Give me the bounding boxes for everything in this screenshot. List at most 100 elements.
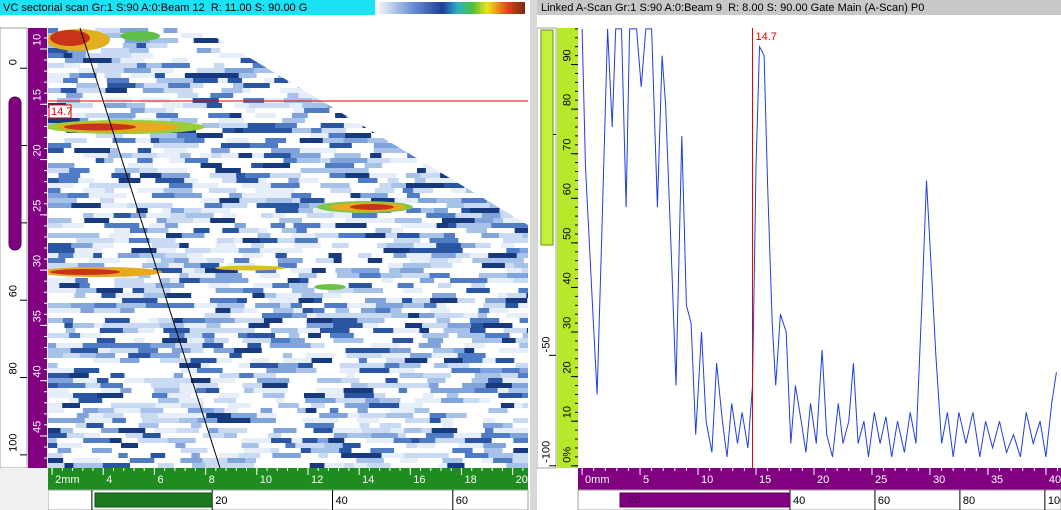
texture-cell (446, 378, 473, 384)
texture-cell (188, 53, 197, 59)
texture-cell (487, 228, 501, 234)
texture-cell (260, 248, 277, 254)
texture-cell (185, 443, 211, 449)
texture-cell (367, 223, 380, 229)
texture-cell (197, 368, 223, 374)
texture-cell (268, 158, 284, 164)
texture-cell (415, 318, 437, 324)
texture-cell (68, 193, 90, 199)
texture-cell (454, 408, 472, 414)
texture-cell (434, 278, 450, 284)
texture-cell (430, 308, 451, 314)
texture-cell (391, 228, 403, 234)
texture-cell (48, 323, 65, 329)
texture-cell (84, 218, 110, 224)
texture-cell (72, 308, 81, 314)
texture-cell (369, 218, 395, 224)
texture-cell (306, 163, 326, 169)
texture-cell (423, 448, 453, 454)
texture-cell (334, 353, 347, 359)
texture-cell (470, 208, 500, 214)
scroll-thumb[interactable] (541, 30, 553, 245)
texture-cell (487, 278, 514, 284)
scroll-thumb[interactable] (9, 97, 21, 250)
texture-cell (48, 293, 75, 299)
texture-cell (469, 363, 495, 369)
texture-cell (448, 323, 472, 329)
texture-cell (384, 293, 412, 299)
texture-cell (146, 43, 168, 49)
scroll-thumb[interactable] (95, 493, 212, 507)
texture-cell (447, 463, 465, 469)
texture-cell (257, 73, 279, 79)
splitter[interactable] (530, 0, 537, 510)
texture-cell (470, 253, 488, 259)
texture-cell (446, 413, 467, 419)
texture-cell (510, 333, 524, 339)
texture-cell (63, 353, 80, 359)
texture-cell (360, 368, 390, 374)
texture-cell (308, 333, 321, 339)
texture-cell (501, 243, 515, 249)
texture-cell (140, 413, 158, 419)
texture-cell (485, 283, 504, 289)
texture-cell (184, 208, 202, 214)
tick-label: 25 (31, 200, 43, 212)
texture-cell (48, 403, 63, 409)
texture-cell (471, 323, 484, 329)
texture-cell (80, 173, 89, 179)
texture-cell (131, 53, 153, 59)
texture-cell (336, 398, 366, 404)
texture-cell (433, 188, 452, 194)
texture-cell (143, 293, 166, 299)
texture-cell (203, 83, 233, 89)
texture-cell (158, 348, 172, 354)
texture-cell (306, 353, 335, 359)
texture-cell (201, 198, 220, 204)
texture-cell (295, 443, 325, 449)
texture-cell (88, 278, 115, 284)
texture-cell (161, 378, 192, 384)
texture-cell (244, 118, 265, 124)
texture-cell (409, 248, 435, 254)
texture-cell (401, 423, 432, 429)
texture-cell (73, 253, 84, 259)
texture-cell (431, 253, 456, 259)
texture-cell (429, 453, 450, 459)
texture-cell (220, 423, 248, 429)
texture-cell (467, 413, 485, 419)
texture-cell (48, 168, 70, 174)
texture-cell (123, 288, 133, 294)
texture-cell (230, 113, 242, 119)
texture-cell (174, 68, 197, 74)
texture-cell (107, 178, 120, 184)
texture-cell (67, 433, 85, 439)
texture-cell (182, 233, 205, 239)
texture-cell (205, 463, 230, 469)
texture-cell (104, 423, 114, 429)
texture-cell (178, 93, 199, 99)
texture-cell (142, 418, 153, 424)
texture-cell (63, 458, 73, 464)
texture-cell (123, 383, 151, 389)
texture-cell (196, 388, 206, 394)
texture-cell (48, 428, 61, 434)
scroll-thumb[interactable] (620, 493, 790, 507)
texture-cell (250, 363, 279, 369)
texture-cell (444, 328, 462, 334)
texture-cell (197, 48, 212, 54)
texture-cell (48, 153, 58, 159)
texture-cell (233, 83, 244, 89)
texture-cell (503, 283, 523, 289)
texture-cell (269, 358, 284, 364)
texture-cell (377, 213, 403, 219)
texture-cell (247, 203, 257, 209)
texture-cell (107, 83, 136, 89)
texture-cell (63, 318, 74, 324)
texture-cell (430, 298, 458, 304)
texture-cell (66, 93, 83, 99)
texture-cell (282, 318, 298, 324)
texture-cell (87, 138, 114, 144)
texture-cell (114, 278, 145, 284)
texture-cell (354, 333, 377, 339)
